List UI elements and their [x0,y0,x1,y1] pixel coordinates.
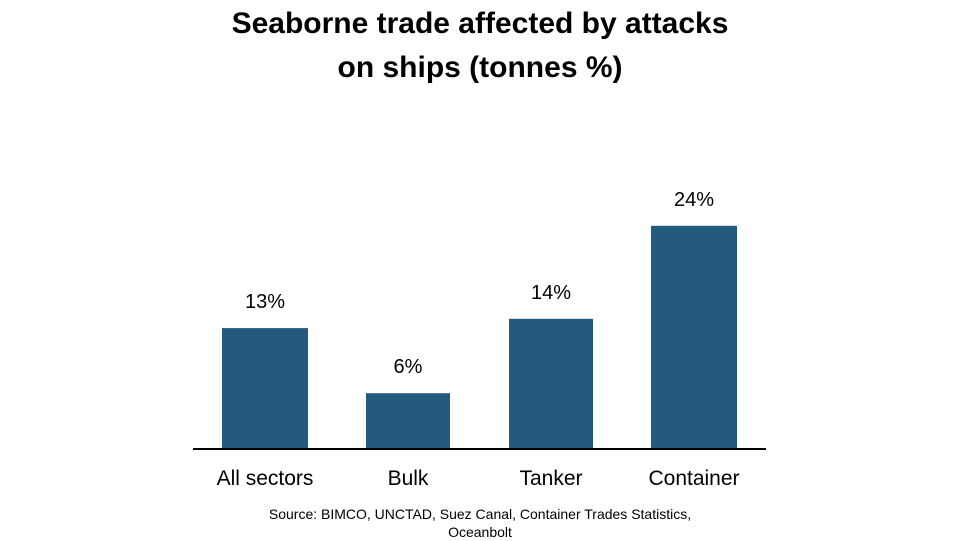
value-label-container: 24% [674,189,714,211]
value-label-tanker: 14% [531,282,571,304]
category-labels-group: All sectors Bulk Tanker Container [217,467,740,490]
source-note: Source: BIMCO, UNCTAD, Suez Canal, Conta… [0,505,960,541]
bars-group [222,225,737,449]
source-line-2: Oceanbolt [448,524,512,540]
bar-all-sectors [222,328,308,449]
value-labels-group: 13% 6% 14% 24% [245,189,714,378]
bar-tanker [509,318,593,449]
chart-title-line-2: on ships (tonnes %) [337,51,623,84]
bar-container [651,225,737,449]
value-label-bulk: 6% [394,356,423,378]
bar-bulk [366,393,450,449]
category-label-all-sectors: All sectors [217,467,314,490]
chart-title: Seaborne trade affected by attacks on sh… [0,2,960,90]
category-label-container: Container [648,467,739,490]
category-label-tanker: Tanker [519,467,582,490]
category-label-bulk: Bulk [388,467,429,490]
source-line-1: Source: BIMCO, UNCTAD, Suez Canal, Conta… [268,506,692,522]
chart-title-line-1: Seaborne trade affected by attacks [231,7,729,40]
value-label-all-sectors: 13% [245,291,285,313]
